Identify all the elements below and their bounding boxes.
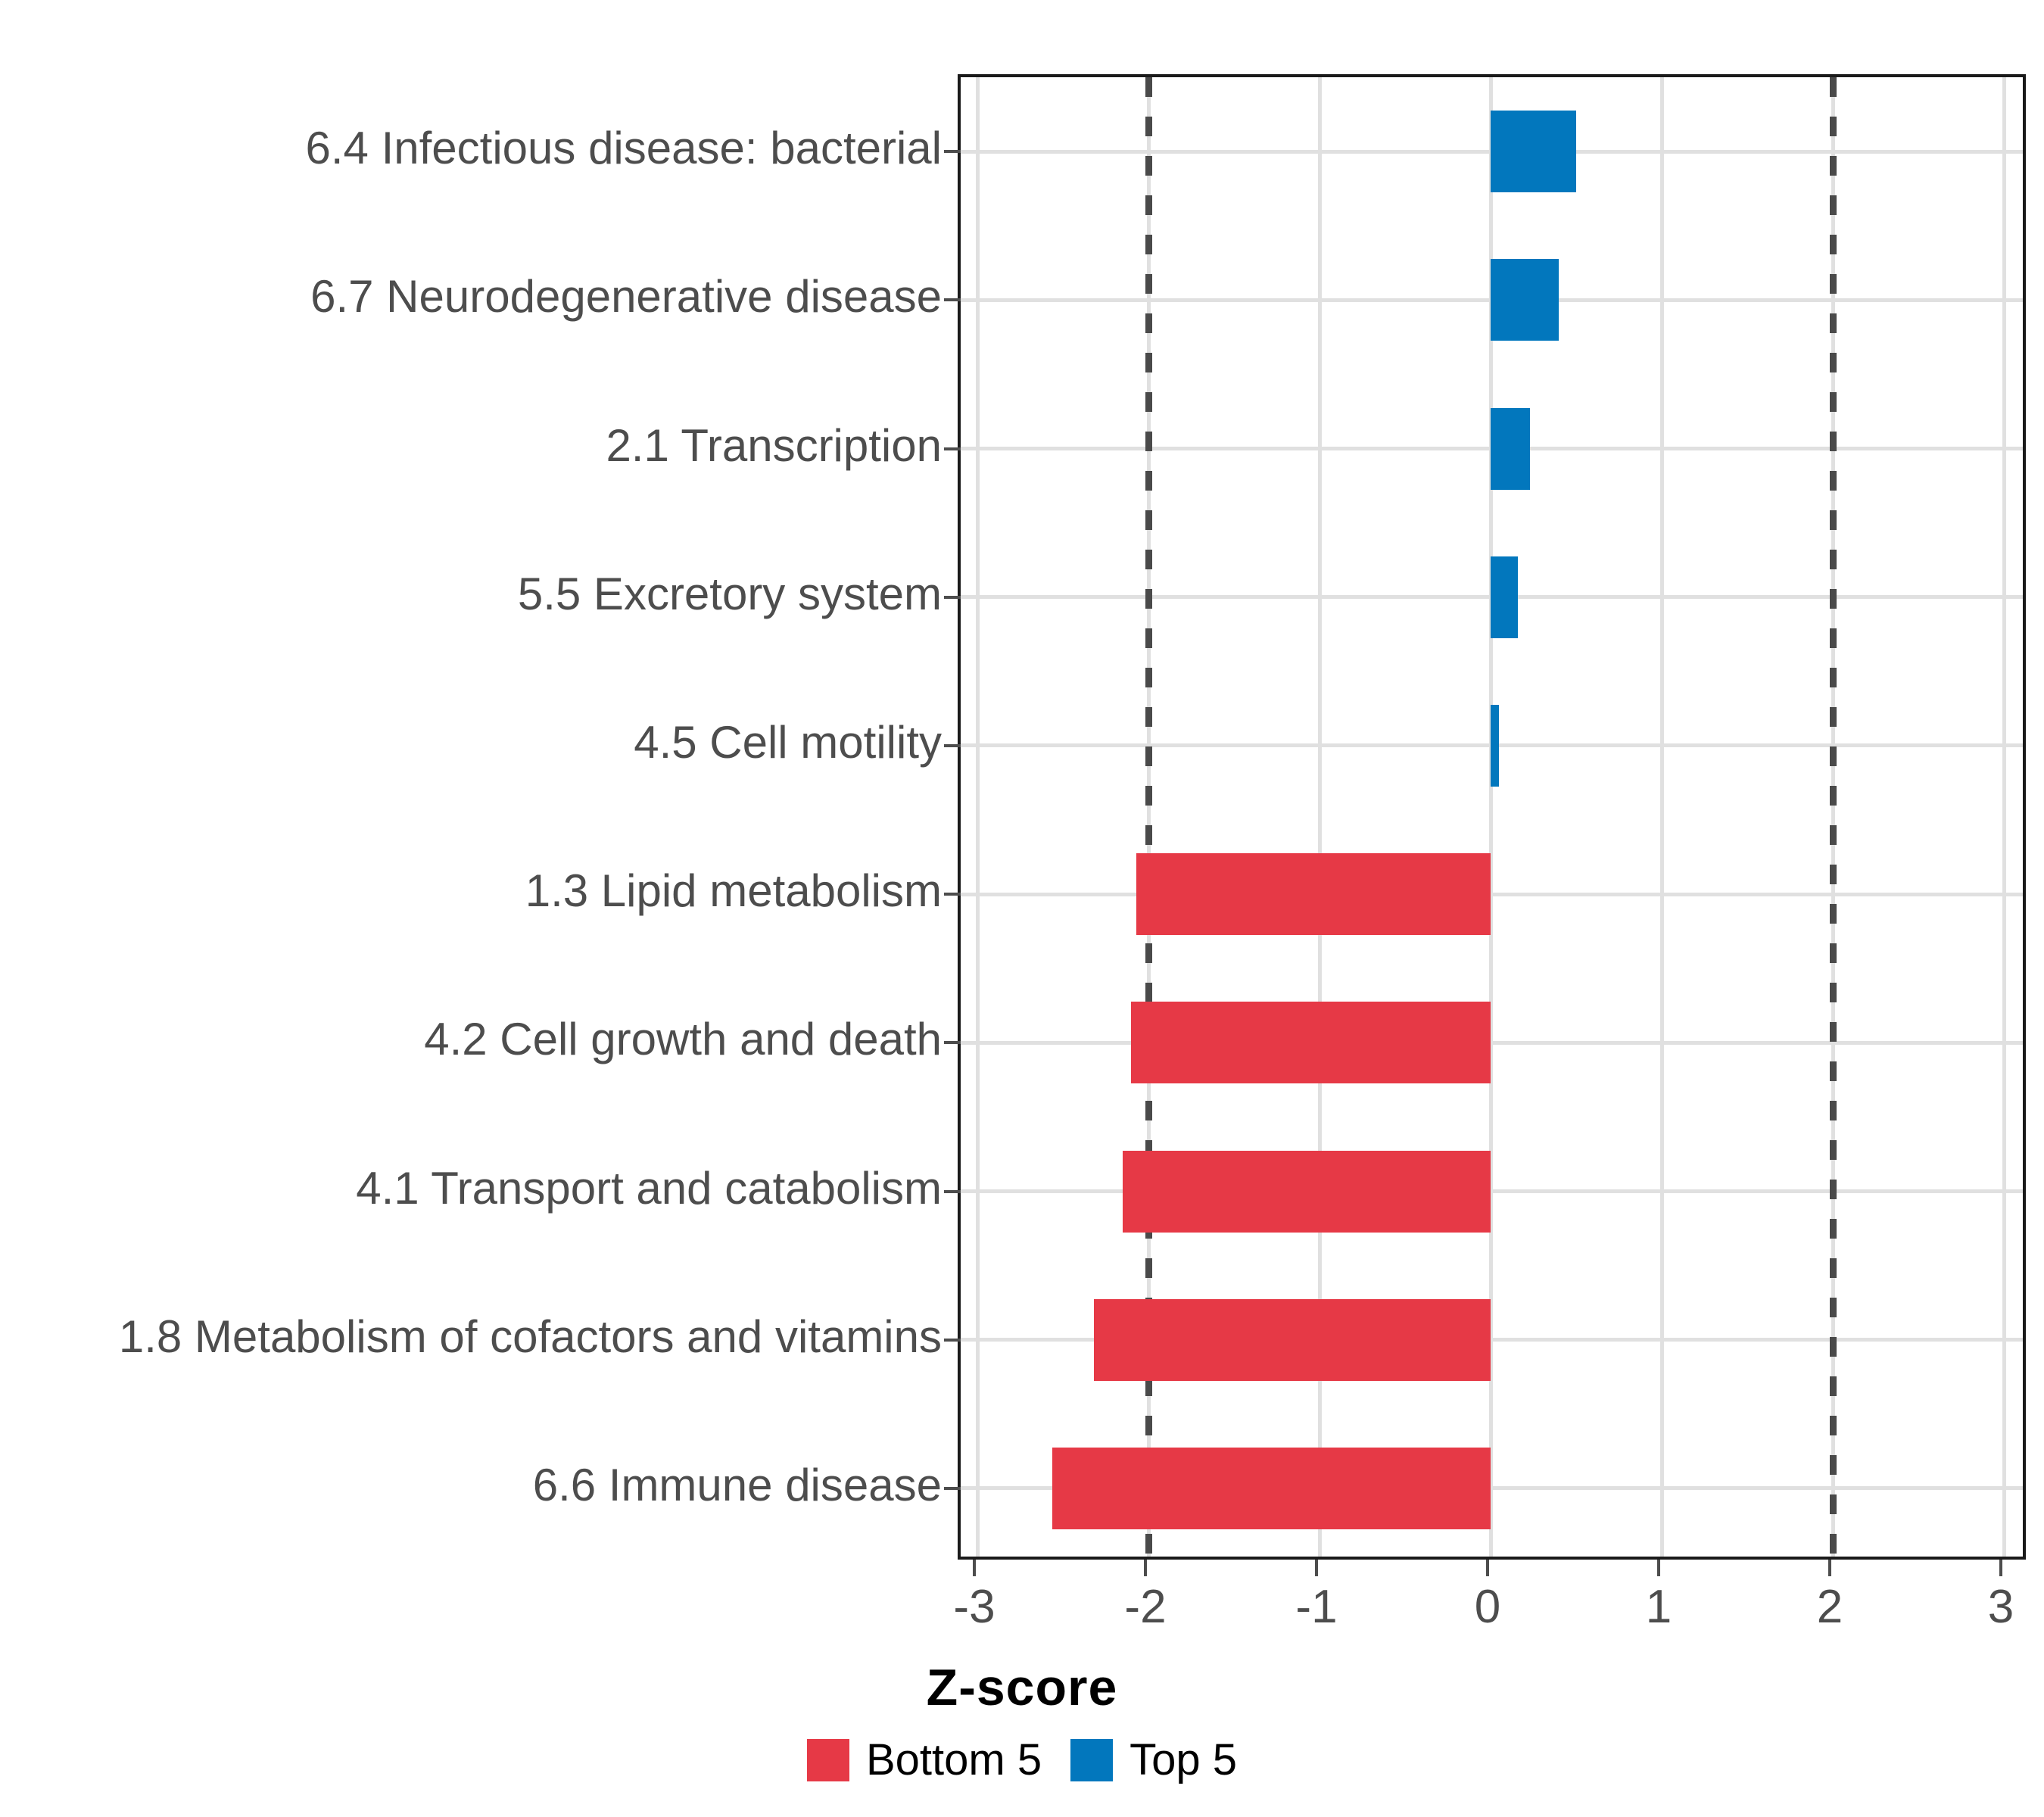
- bar: [1491, 259, 1559, 341]
- y-axis-label: 4.5 Cell motility: [634, 716, 942, 768]
- y-axis-tick: [944, 595, 961, 599]
- y-axis-label: 6.6 Immune disease: [532, 1459, 942, 1510]
- y-axis-tick: [944, 447, 961, 450]
- x-axis-tick-label: 1: [1645, 1581, 1672, 1633]
- x-axis-tick-label: 3: [1987, 1581, 2014, 1633]
- gridline-horizontal: [961, 1189, 2023, 1193]
- gridline-horizontal: [961, 892, 2023, 896]
- y-axis-label: 2.1 Transcription: [606, 419, 942, 471]
- y-axis-tick: [944, 1189, 961, 1193]
- y-axis-label: 6.7 Neurodegenerative disease: [310, 271, 942, 323]
- y-axis-tick: [944, 1041, 961, 1045]
- gridline-vertical: [2002, 77, 2006, 1557]
- y-axis-tick: [944, 298, 961, 302]
- legend-label: Bottom 5: [865, 1735, 1042, 1784]
- legend: Bottom 5 Top 5: [0, 1738, 2044, 1782]
- y-axis-label: 5.5 Excretory system: [517, 568, 942, 619]
- legend-label: Top 5: [1129, 1735, 1237, 1784]
- x-axis-tick: [1315, 1560, 1318, 1576]
- x-axis-tick: [973, 1560, 976, 1576]
- gridline-vertical: [975, 77, 980, 1557]
- y-axis-tick: [944, 743, 961, 747]
- x-axis-tick-label: 2: [1816, 1581, 1843, 1633]
- legend-swatch: [806, 1739, 849, 1781]
- bar: [1131, 1002, 1491, 1084]
- gridline-vertical: [1488, 77, 1493, 1557]
- x-axis-tick-label: -2: [1124, 1581, 1167, 1633]
- x-axis-title: Z-score: [926, 1659, 1118, 1716]
- bar: [1491, 556, 1519, 638]
- gridline-horizontal: [961, 1486, 2023, 1491]
- y-axis-label: 6.4 Infectious disease: bacterial: [305, 123, 943, 174]
- reference-line: [1145, 77, 1152, 1557]
- y-axis-tick: [944, 150, 961, 154]
- y-axis-label: 1.3 Lipid metabolism: [525, 865, 942, 917]
- legend-entry[interactable]: Bottom 5: [806, 1735, 1042, 1784]
- y-axis-label: 4.1 Transport and catabolism: [356, 1162, 942, 1214]
- x-axis-tick-label: -1: [1295, 1581, 1338, 1633]
- bar: [1093, 1298, 1491, 1381]
- x-axis-tick: [1828, 1560, 1831, 1576]
- bar: [1491, 407, 1530, 490]
- x-axis-tick: [1657, 1560, 1660, 1576]
- bar: [1052, 1447, 1491, 1529]
- bar: [1491, 111, 1576, 193]
- bar: [1136, 853, 1491, 936]
- y-axis-tick: [944, 1486, 961, 1490]
- gridline-vertical: [1317, 77, 1322, 1557]
- y-axis-label: 1.8 Metabolism of cofactors and vitamins: [118, 1311, 942, 1362]
- x-axis-tick: [1144, 1560, 1147, 1576]
- legend-entry[interactable]: Top 5: [1070, 1738, 1237, 1782]
- bar: [1491, 704, 1500, 787]
- bar: [1123, 1150, 1491, 1233]
- y-axis-tick: [944, 893, 961, 896]
- gridline-horizontal: [961, 1040, 2023, 1045]
- legend-swatch: [1070, 1739, 1114, 1781]
- y-axis-label: 4.2 Cell growth and death: [424, 1014, 942, 1065]
- y-axis-tick: [944, 1338, 961, 1342]
- reference-line: [1829, 77, 1837, 1557]
- x-axis-tick: [1486, 1560, 1489, 1576]
- x-axis-tick: [1999, 1560, 2002, 1576]
- gridline-vertical: [1659, 77, 1664, 1557]
- x-axis-tick-label: 0: [1474, 1581, 1501, 1633]
- x-axis-tick-label: -3: [953, 1581, 996, 1633]
- plot-panel: [944, 74, 2026, 1560]
- gridline-horizontal: [961, 1338, 2023, 1342]
